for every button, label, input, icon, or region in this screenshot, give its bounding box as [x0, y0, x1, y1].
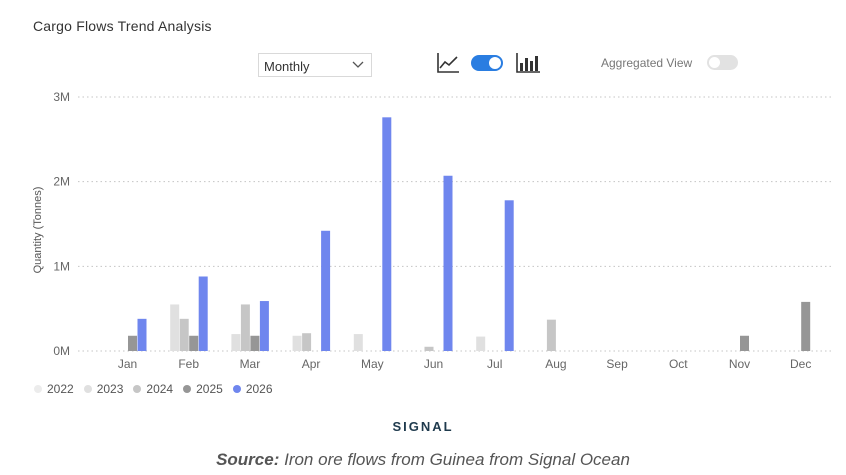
aggregated-view-label: Aggregated View [601, 56, 693, 70]
y-axis-label: Quantity (Tonnes) [32, 187, 44, 274]
bar-2024-Jun[interactable] [424, 346, 434, 351]
bar-2023-Apr[interactable] [292, 335, 302, 351]
bar-2024-Apr[interactable] [302, 333, 312, 351]
bar-2023-Feb[interactable] [170, 304, 180, 351]
chevron-down-icon [351, 58, 365, 75]
view-toggle[interactable] [471, 55, 503, 71]
bar-2025-Nov[interactable] [740, 335, 749, 351]
bar-2024-Aug[interactable] [546, 319, 556, 351]
bar-2023-Mar[interactable] [231, 334, 241, 351]
x-tick-label: Aug [545, 357, 566, 371]
period-dropdown-value: Monthly [264, 59, 310, 74]
chart-legend: 2022 2023 2024 2025 2026 [34, 382, 273, 396]
legend-item-2026[interactable]: 2026 [232, 382, 273, 396]
chart-title: Cargo Flows Trend Analysis [33, 18, 212, 34]
legend-dot [232, 385, 241, 393]
x-tick-label: Oct [669, 357, 688, 371]
legend-item-2023[interactable]: 2023 [83, 382, 124, 396]
x-tick-label: Nov [729, 357, 750, 371]
aggregated-view-toggle[interactable] [707, 55, 738, 70]
bar-chart: 0M 1M 2M 3M Quantity (Tonnes) Jan Feb Mar Apr May… [32, 90, 834, 371]
bar-2025-Jan[interactable] [128, 335, 137, 351]
legend-item-2024[interactable]: 2024 [133, 382, 173, 396]
bar-2023-May[interactable] [353, 334, 363, 351]
bar-2025-Mar[interactable] [250, 335, 260, 351]
source-caption: Source: Iron ore flows from Guinea from … [0, 450, 846, 470]
y-tick-label: 3M [53, 90, 70, 104]
bar-2026-Jan[interactable] [137, 318, 147, 351]
legend-dot [34, 385, 42, 393]
line-chart-icon[interactable] [436, 52, 460, 79]
legend-label: 2022 [47, 382, 74, 396]
x-tick-label: Mar [240, 357, 261, 371]
bar-2026-Jun[interactable] [443, 175, 453, 351]
bar-2025-Dec[interactable] [801, 301, 811, 351]
x-tick-label: Apr [302, 357, 321, 371]
x-tick-label: May [361, 357, 384, 371]
bar-2024-Feb[interactable] [179, 318, 189, 351]
source-text: Iron ore flows from Guinea from Signal O… [279, 450, 630, 469]
legend-label: 2024 [146, 382, 174, 396]
toggle-knob [489, 57, 501, 69]
legend-dot [183, 385, 192, 393]
period-dropdown[interactable]: Monthly [258, 53, 372, 77]
legend-label: 2026 [245, 382, 273, 396]
bar-2023-Jul[interactable] [476, 336, 486, 351]
bar-2026-Mar[interactable] [259, 301, 269, 351]
toggle-knob [709, 57, 720, 68]
legend-dot [133, 385, 142, 393]
y-tick-label: 0M [53, 344, 70, 358]
x-tick-label: Feb [178, 357, 199, 371]
legend-item-2025[interactable]: 2025 [183, 382, 223, 396]
bar-2026-Apr[interactable] [321, 230, 331, 351]
x-tick-label: Jun [424, 357, 443, 371]
x-tick-label: Sep [606, 357, 628, 371]
x-tick-label: Jan [118, 357, 137, 371]
bar-2026-Jul[interactable] [504, 200, 514, 351]
y-tick-label: 1M [53, 259, 70, 273]
x-tick-label: Jul [487, 357, 502, 371]
bar-2026-Feb[interactable] [198, 276, 208, 351]
signal-logo: SIGNAL [392, 419, 454, 434]
bar-chart-icon[interactable] [515, 52, 541, 79]
legend-label: 2025 [196, 382, 223, 396]
bar-2025-Feb[interactable] [189, 335, 199, 351]
legend-item-2022[interactable]: 2022 [34, 382, 74, 396]
legend-label: 2023 [96, 382, 124, 396]
source-label: Source: [216, 450, 280, 469]
x-tick-label: Dec [790, 357, 811, 371]
legend-dot [83, 385, 92, 393]
bar-2026-May[interactable] [382, 117, 392, 351]
bar-2024-Mar[interactable] [240, 304, 250, 351]
y-tick-label: 2M [53, 175, 70, 189]
